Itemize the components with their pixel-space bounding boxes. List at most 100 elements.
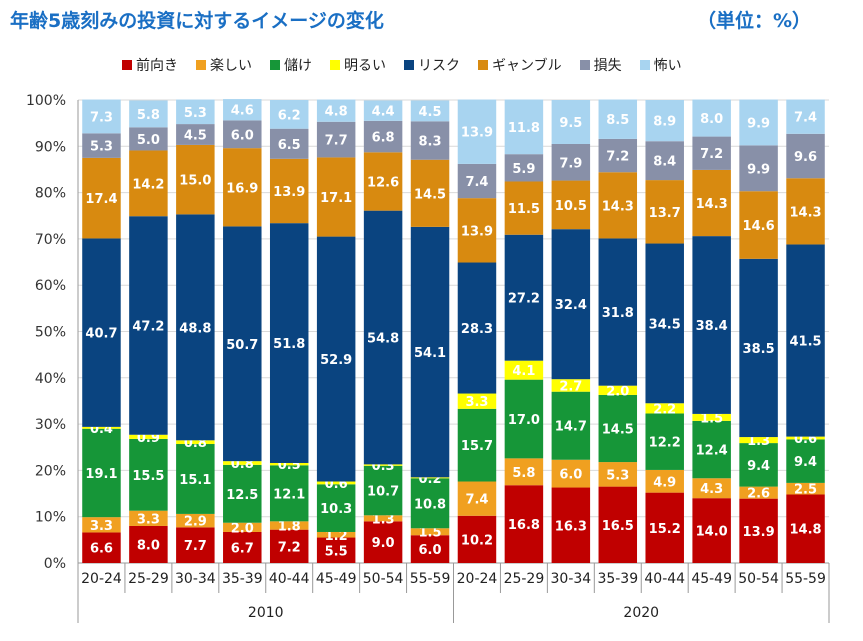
data-label: 31.8 [602, 306, 634, 321]
bar-segment [739, 443, 778, 487]
data-label: 7.2 [606, 150, 629, 165]
data-label: 12.6 [367, 175, 399, 190]
data-label: 13.9 [461, 126, 493, 141]
bar-segment [551, 100, 591, 144]
legend-label: ギャンブル [492, 58, 562, 74]
data-label: 9.5 [559, 116, 582, 131]
bar-segment [176, 124, 215, 145]
bar-segment [504, 234, 544, 361]
unit-label: （単位：%） [696, 10, 811, 32]
bar-segment [786, 482, 825, 495]
data-label: 8.0 [137, 538, 160, 553]
bar-segment [129, 510, 168, 526]
data-label: 7.2 [700, 147, 723, 162]
x-tick-label: 20-24 [457, 571, 498, 587]
data-label: 13.9 [461, 224, 493, 239]
data-label: 4.5 [184, 128, 207, 143]
data-label: 8.4 [653, 155, 676, 170]
data-label: 14.0 [696, 525, 728, 540]
bar-segment [692, 420, 731, 479]
bar-segment [129, 150, 168, 217]
data-label: 11.5 [508, 202, 540, 217]
data-label: 9.9 [747, 116, 770, 131]
data-label: 4.4 [372, 105, 395, 120]
legend-item: 明るい [330, 55, 386, 75]
bar-segment [316, 99, 356, 122]
data-label: 13.9 [273, 185, 305, 200]
y-tick-label: 0% [44, 556, 66, 572]
data-label: 9.4 [794, 455, 817, 470]
y-tick-label: 100% [26, 93, 66, 109]
data-label: 52.9 [320, 353, 352, 368]
bar-segment [223, 522, 262, 532]
bar-segment [457, 163, 497, 199]
bar-segment [410, 226, 450, 478]
bar-segment [504, 379, 544, 459]
bar-segment [786, 133, 825, 179]
data-label: 15.2 [649, 522, 681, 537]
y-tick-label: 90% [35, 139, 66, 155]
data-label: 1.2 [325, 529, 348, 544]
data-label: 1.3 [747, 434, 770, 449]
bar-segment [176, 214, 215, 441]
bar-segment [645, 413, 684, 470]
bar-segment [363, 100, 403, 121]
data-label: 5.0 [137, 133, 160, 148]
legend-item: 損失 [579, 55, 622, 75]
bar-segment [269, 521, 309, 530]
bar-segment [82, 532, 121, 563]
data-label: 41.5 [789, 335, 821, 350]
data-label: 12.1 [273, 487, 305, 502]
data-label: 6.6 [90, 542, 113, 557]
bar-segment [223, 120, 262, 149]
data-label: 7.7 [184, 539, 207, 554]
data-label: 2.7 [559, 379, 582, 394]
data-label: 1.3 [372, 512, 395, 527]
bar-segment [598, 138, 638, 173]
legend-label: 明るい [344, 58, 386, 74]
data-label: 38.5 [743, 342, 775, 357]
data-label: 6.2 [278, 108, 301, 123]
data-label: 7.4 [794, 111, 817, 126]
legend-item: 楽しい [196, 55, 252, 75]
data-label: 48.8 [179, 321, 211, 336]
data-label: 10.3 [320, 502, 352, 517]
y-tick-label: 10% [35, 510, 66, 526]
bar-segment [269, 100, 309, 129]
legend-swatch [478, 60, 488, 70]
data-label: 14.2 [132, 177, 164, 192]
x-tick-label: 55-59 [410, 571, 451, 587]
data-label: 16.8 [508, 518, 540, 533]
legend: 前向き 楽しい 儲け 明るい リスク ギャンブル 損失 怖い [122, 55, 682, 75]
y-tick-label: 80% [35, 186, 66, 202]
bar-segment [786, 436, 825, 440]
data-label: 10.5 [555, 199, 587, 214]
legend-item: ギャンブル [478, 55, 562, 75]
bar-segment [363, 515, 403, 522]
data-label: 17.0 [508, 413, 540, 428]
data-label: 14.5 [602, 422, 634, 437]
bar-segment [410, 121, 450, 160]
x-tick-label: 35-39 [597, 571, 638, 587]
data-label: 16.5 [602, 519, 634, 534]
bar-segment [82, 238, 121, 427]
legend-label: リスク [418, 58, 460, 74]
bar-segment [129, 216, 168, 435]
data-label: 1.5 [419, 526, 442, 541]
legend-label: 前向き [136, 58, 178, 74]
data-label: 4.6 [231, 104, 254, 119]
legend-label: 怖い [653, 58, 682, 74]
legend-swatch [330, 60, 340, 70]
data-label: 10.8 [414, 497, 446, 512]
data-label: 8.9 [653, 115, 676, 130]
bar-segment [551, 180, 591, 230]
bar-segment [82, 99, 121, 134]
data-label: 14.5 [414, 187, 446, 202]
data-label: 16.3 [555, 519, 587, 534]
bar-segment [316, 531, 356, 538]
bar-segment [692, 236, 731, 414]
chart-title: 年齢5歳刻みの投資に対するイメージの変化 [10, 10, 384, 32]
x-tick-label: 45-49 [691, 571, 732, 587]
data-label: 2.9 [184, 515, 207, 530]
